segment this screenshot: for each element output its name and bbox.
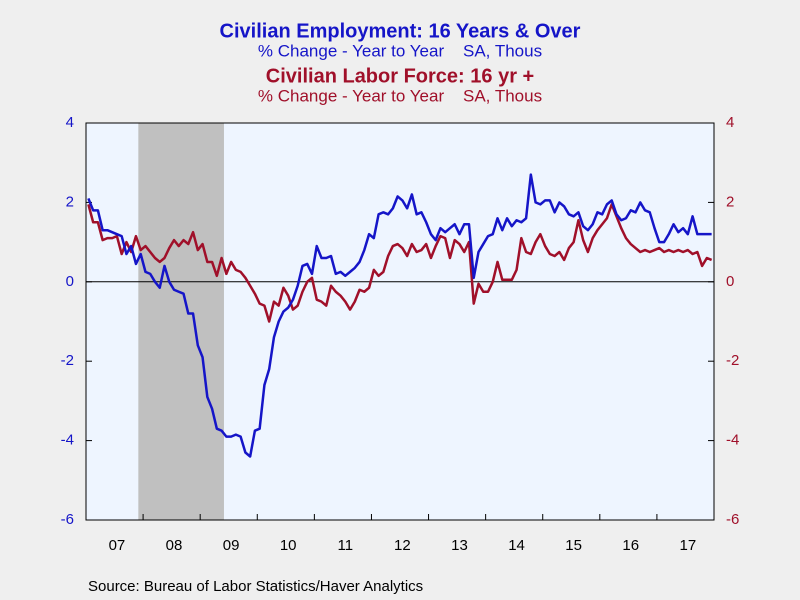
y2-tick-label: -4 xyxy=(726,432,739,449)
source: Source: Bureau of Labor Statistics/Haver… xyxy=(88,578,423,595)
x-tick-label: 14 xyxy=(508,537,525,554)
series-title: Civilian Labor Force: 16 yr + xyxy=(266,65,534,87)
y2-tick-label: 2 xyxy=(726,193,734,210)
y-tick-label: 0 xyxy=(66,273,74,290)
y-tick-label: -6 xyxy=(61,511,74,528)
y2-tick-label: 0 xyxy=(726,273,734,290)
y-tick-label: 4 xyxy=(66,114,74,131)
x-tick-label: 08 xyxy=(166,537,183,554)
y2-tick-label: -2 xyxy=(726,352,739,369)
x-tick-label: 07 xyxy=(109,537,126,554)
x-tick-label: 17 xyxy=(679,537,696,554)
x-tick-label: 11 xyxy=(337,537,353,554)
y-tick-label: 2 xyxy=(66,193,74,210)
series-units: % Change - Year to Year SA, Thous xyxy=(258,86,542,105)
x-tick-label: 10 xyxy=(280,537,297,554)
recession-shading xyxy=(138,123,224,520)
x-tick-label: 13 xyxy=(451,537,468,554)
series-title: Civilian Employment: 16 Years & Over xyxy=(220,20,581,42)
y-tick-label: -2 xyxy=(61,352,74,369)
x-tick-label: 15 xyxy=(565,537,582,554)
plot-frame xyxy=(85,122,715,521)
y2-tick-label: -6 xyxy=(726,511,739,528)
y-tick-label: -4 xyxy=(61,432,74,449)
x-tick-label: 16 xyxy=(622,537,639,554)
x-tick-label: 09 xyxy=(223,537,240,554)
series-units: % Change - Year to Year SA, Thous xyxy=(258,41,542,60)
y2-tick-label: 4 xyxy=(726,114,734,131)
x-tick-label: 12 xyxy=(394,537,411,554)
series-line xyxy=(87,173,712,458)
series-line xyxy=(87,203,713,323)
